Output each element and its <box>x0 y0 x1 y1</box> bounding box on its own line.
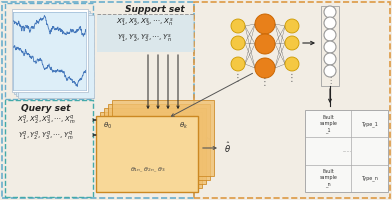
Bar <box>5 3 93 99</box>
Circle shape <box>324 53 336 65</box>
Bar <box>104 108 206 184</box>
Circle shape <box>285 36 299 50</box>
Text: ⋮: ⋮ <box>260 77 270 87</box>
Circle shape <box>255 14 275 34</box>
Circle shape <box>324 41 336 53</box>
Bar <box>18 15 94 98</box>
Text: ⋮: ⋮ <box>326 75 334 84</box>
Circle shape <box>255 34 275 54</box>
Text: $X_1^s, X_2^s, X_3^s, \cdots, X_n^s$: $X_1^s, X_2^s, X_3^s, \cdots, X_n^s$ <box>116 17 174 29</box>
Bar <box>194 2 390 198</box>
Circle shape <box>255 58 275 78</box>
Bar <box>112 100 214 176</box>
Bar <box>14 11 90 94</box>
Bar <box>16 13 92 96</box>
Bar <box>100 112 202 188</box>
Text: $\hat{\theta}$: $\hat{\theta}$ <box>224 141 231 155</box>
Circle shape <box>324 6 336 18</box>
Text: $Y_1^q, Y_2^q, Y_3^q, \cdots, Y_m^q$: $Y_1^q, Y_2^q, Y_3^q, \cdots, Y_m^q$ <box>18 130 74 142</box>
Text: ⋮: ⋮ <box>233 73 243 83</box>
Text: Type_n: Type_n <box>361 175 378 181</box>
Bar <box>5 100 93 197</box>
Circle shape <box>231 19 245 33</box>
Circle shape <box>231 57 245 71</box>
Circle shape <box>231 36 245 50</box>
Circle shape <box>285 57 299 71</box>
Text: Query set: Query set <box>21 104 71 113</box>
Text: $\theta_{1n\_}\ \theta_{2n\_}\ \theta_3$: $\theta_{1n\_}\ \theta_{2n\_}\ \theta_3$ <box>130 166 166 174</box>
Text: $\theta_k$: $\theta_k$ <box>179 121 188 131</box>
Text: ⋮: ⋮ <box>287 73 297 83</box>
Circle shape <box>324 65 336 77</box>
Circle shape <box>285 19 299 33</box>
Bar <box>12 9 88 92</box>
Bar <box>108 104 210 180</box>
Bar <box>305 110 388 192</box>
Text: Fault
sample
_n: Fault sample _n <box>319 169 337 187</box>
Text: $\theta_0$: $\theta_0$ <box>103 121 112 131</box>
Text: ......: ...... <box>342 148 351 154</box>
Text: Support set: Support set <box>125 5 185 14</box>
Bar <box>97 15 194 52</box>
Circle shape <box>324 29 336 41</box>
Bar <box>321 6 339 86</box>
Text: $Y_1^s, Y_2^s, Y_3^s, \cdots, Y_n^s$: $Y_1^s, Y_2^s, Y_3^s, \cdots, Y_n^s$ <box>118 33 172 45</box>
Circle shape <box>324 17 336 29</box>
Text: $v_s$: $v_s$ <box>204 135 212 143</box>
Bar <box>96 116 198 192</box>
Bar <box>2 2 194 198</box>
Text: Fault
sample
_1: Fault sample _1 <box>319 115 337 133</box>
Text: $X_1^q, X_2^q, X_3^q, \cdots, X_m^q$: $X_1^q, X_2^q, X_3^q, \cdots, X_m^q$ <box>17 114 75 126</box>
Text: Type_1: Type_1 <box>361 121 378 127</box>
